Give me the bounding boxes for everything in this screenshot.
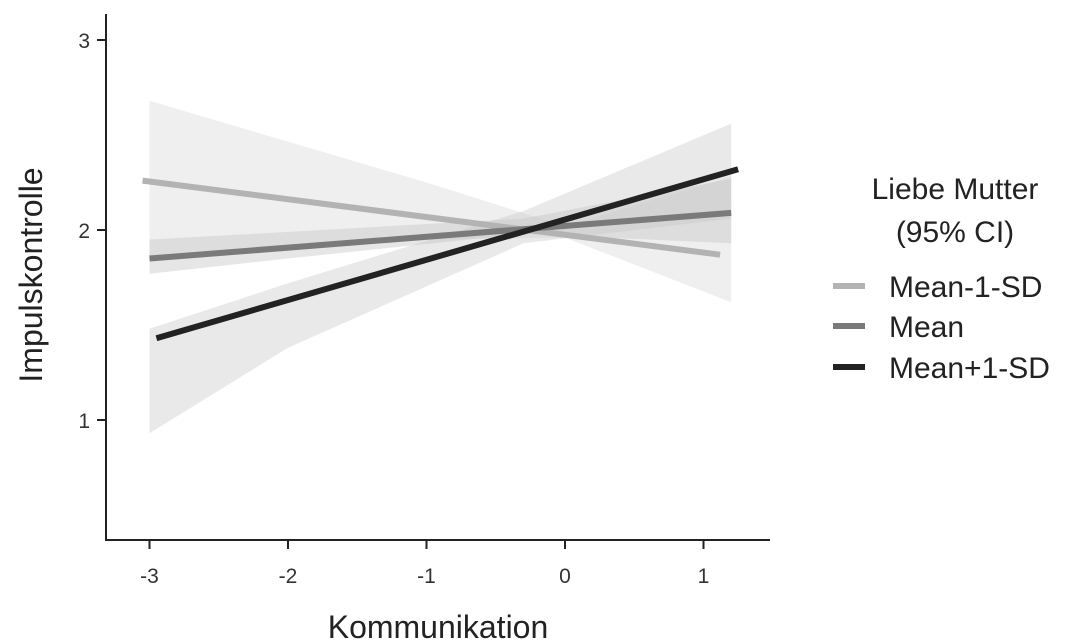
regression-lines	[142, 166, 739, 342]
x-tick-label: -1	[417, 565, 436, 588]
series-line-mean	[149, 209, 732, 262]
x-tick-label: 0	[559, 565, 571, 588]
axes: -3 -2 -1 0 1 1 2 3	[78, 14, 770, 588]
confidence-bands	[149, 100, 732, 434]
legend-label-mean: Mean	[889, 311, 964, 344]
series-line-mean-1-sd	[155, 166, 739, 342]
legend-label-mean-1-sd: Mean+1-SD	[889, 352, 1050, 385]
ci-band-mean-1-sd	[149, 100, 732, 303]
y-tick-label: 3	[78, 30, 90, 53]
legend-items: Mean-1-SD Mean Mean+1-SD	[833, 271, 1050, 385]
series-line-mean-1-sd	[142, 177, 721, 258]
y-axis-title: Impulskontrolle	[13, 167, 49, 382]
x-tick-label: -2	[279, 565, 298, 588]
legend-label-mean-1-sd: Mean-1-SD	[889, 271, 1042, 304]
x-tick-label: -3	[140, 565, 159, 588]
ci-band-mean-1-sd	[149, 123, 732, 434]
x-axis-title: Kommunikation	[328, 609, 549, 643]
legend: Liebe Mutter (95% CI) Mean-1-SD Mean Mean+…	[833, 173, 1050, 385]
x-tick-label: 1	[698, 565, 710, 588]
y-tick-label: 2	[78, 220, 90, 243]
legend-title-line-2: (95% CI)	[896, 216, 1014, 249]
legend-title-line-1: Liebe Mutter	[872, 173, 1039, 206]
y-tick-label: 1	[78, 410, 90, 433]
